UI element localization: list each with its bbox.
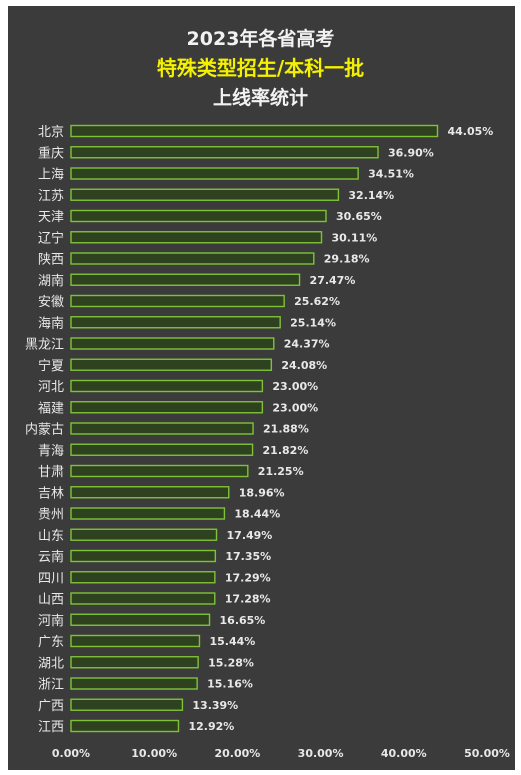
category-label: 河南 — [38, 613, 64, 629]
category-label: 江苏 — [38, 188, 64, 204]
bar — [70, 677, 198, 690]
x-tick-label: 30.00% — [298, 747, 344, 760]
data-label: 36.90% — [388, 146, 434, 159]
x-tick-label: 20.00% — [214, 747, 260, 760]
bar — [70, 719, 180, 733]
category-label: 云南 — [38, 549, 64, 565]
x-tick-label: 0.00% — [52, 747, 90, 760]
bar — [70, 252, 315, 265]
data-label: 12.92% — [188, 720, 234, 733]
category-label: 辽宁 — [38, 230, 64, 246]
x-tick-label: 10.00% — [131, 747, 177, 760]
bar — [70, 146, 379, 159]
bar — [70, 656, 199, 669]
category-label: 青海 — [38, 444, 64, 459]
category-label: 天津 — [38, 210, 64, 225]
bar — [70, 209, 327, 223]
data-label: 34.51% — [368, 168, 414, 181]
data-label: 21.88% — [263, 423, 309, 436]
data-label: 15.28% — [208, 656, 254, 669]
category-label: 河北 — [38, 380, 64, 395]
data-label: 30.11% — [332, 231, 378, 244]
category-label: 贵州 — [38, 508, 64, 523]
category-label: 湖北 — [38, 656, 64, 671]
data-label: 17.29% — [225, 571, 271, 584]
data-label: 25.62% — [294, 295, 340, 308]
category-label: 江西 — [38, 720, 64, 735]
category-label: 浙江 — [38, 678, 64, 693]
category-label: 甘肃 — [38, 465, 64, 480]
category-label: 吉林 — [38, 486, 64, 501]
data-label: 15.44% — [209, 635, 255, 648]
bar — [70, 571, 216, 584]
bar — [70, 634, 201, 648]
data-label: 23.00% — [272, 380, 318, 393]
chart-title-line-1: 2023年各省高考 — [186, 28, 335, 50]
data-label: 21.82% — [263, 444, 309, 457]
bar — [70, 401, 264, 414]
bar — [70, 486, 230, 499]
x-tick-label: 40.00% — [381, 747, 427, 760]
category-label: 福建 — [38, 401, 64, 416]
chart-title-line-2: 特殊类型招生/本科一批 — [156, 56, 365, 80]
x-tick-label: 50.00% — [464, 747, 510, 760]
bar — [70, 592, 216, 605]
data-label: 30.65% — [336, 210, 382, 223]
category-label: 上海 — [38, 168, 64, 183]
data-label: 23.00% — [272, 401, 318, 414]
bar — [70, 528, 218, 541]
data-label: 24.08% — [281, 359, 327, 372]
bar — [70, 337, 275, 350]
data-label: 27.47% — [310, 274, 356, 287]
bar — [70, 167, 359, 180]
bar — [70, 698, 184, 711]
bar — [70, 273, 301, 286]
category-label: 山西 — [38, 593, 64, 608]
data-label: 32.14% — [348, 189, 394, 202]
category-label: 黑龙江 — [25, 338, 64, 353]
bar — [70, 549, 217, 563]
data-label: 13.39% — [192, 699, 238, 712]
data-label: 17.35% — [225, 550, 271, 563]
data-label: 25.14% — [290, 316, 336, 329]
bar — [70, 188, 340, 201]
data-label: 24.37% — [284, 338, 330, 351]
bar — [70, 422, 254, 435]
bar — [70, 231, 323, 244]
category-label: 湖南 — [38, 273, 64, 289]
bar — [70, 379, 264, 393]
data-label: 17.28% — [225, 593, 271, 606]
bar — [70, 294, 285, 308]
bar — [70, 443, 254, 456]
bar — [70, 613, 211, 626]
bar — [70, 358, 273, 371]
category-label: 广西 — [38, 699, 64, 714]
bar — [70, 507, 226, 520]
category-label: 广东 — [38, 635, 64, 650]
category-label: 陕西 — [38, 253, 64, 268]
data-label: 21.25% — [258, 465, 304, 478]
bar — [70, 124, 439, 138]
category-label: 安徽 — [38, 295, 64, 310]
data-label: 44.05% — [447, 125, 493, 138]
data-label: 16.65% — [220, 614, 266, 627]
data-label: 17.49% — [227, 529, 273, 542]
category-label: 山东 — [38, 529, 64, 544]
data-label: 15.16% — [207, 678, 253, 691]
category-label: 北京 — [38, 125, 64, 140]
chart-title-line-3: 上线率统计 — [212, 87, 308, 109]
category-label: 内蒙古 — [25, 422, 64, 438]
bar — [70, 464, 249, 478]
bar — [70, 316, 281, 329]
category-label: 四川 — [38, 571, 64, 586]
data-label: 29.18% — [324, 253, 370, 266]
data-label: 18.44% — [234, 508, 280, 521]
category-label: 海南 — [38, 315, 64, 331]
category-label: 重庆 — [38, 145, 64, 161]
category-label: 宁夏 — [38, 358, 64, 374]
data-label: 18.96% — [239, 486, 285, 499]
